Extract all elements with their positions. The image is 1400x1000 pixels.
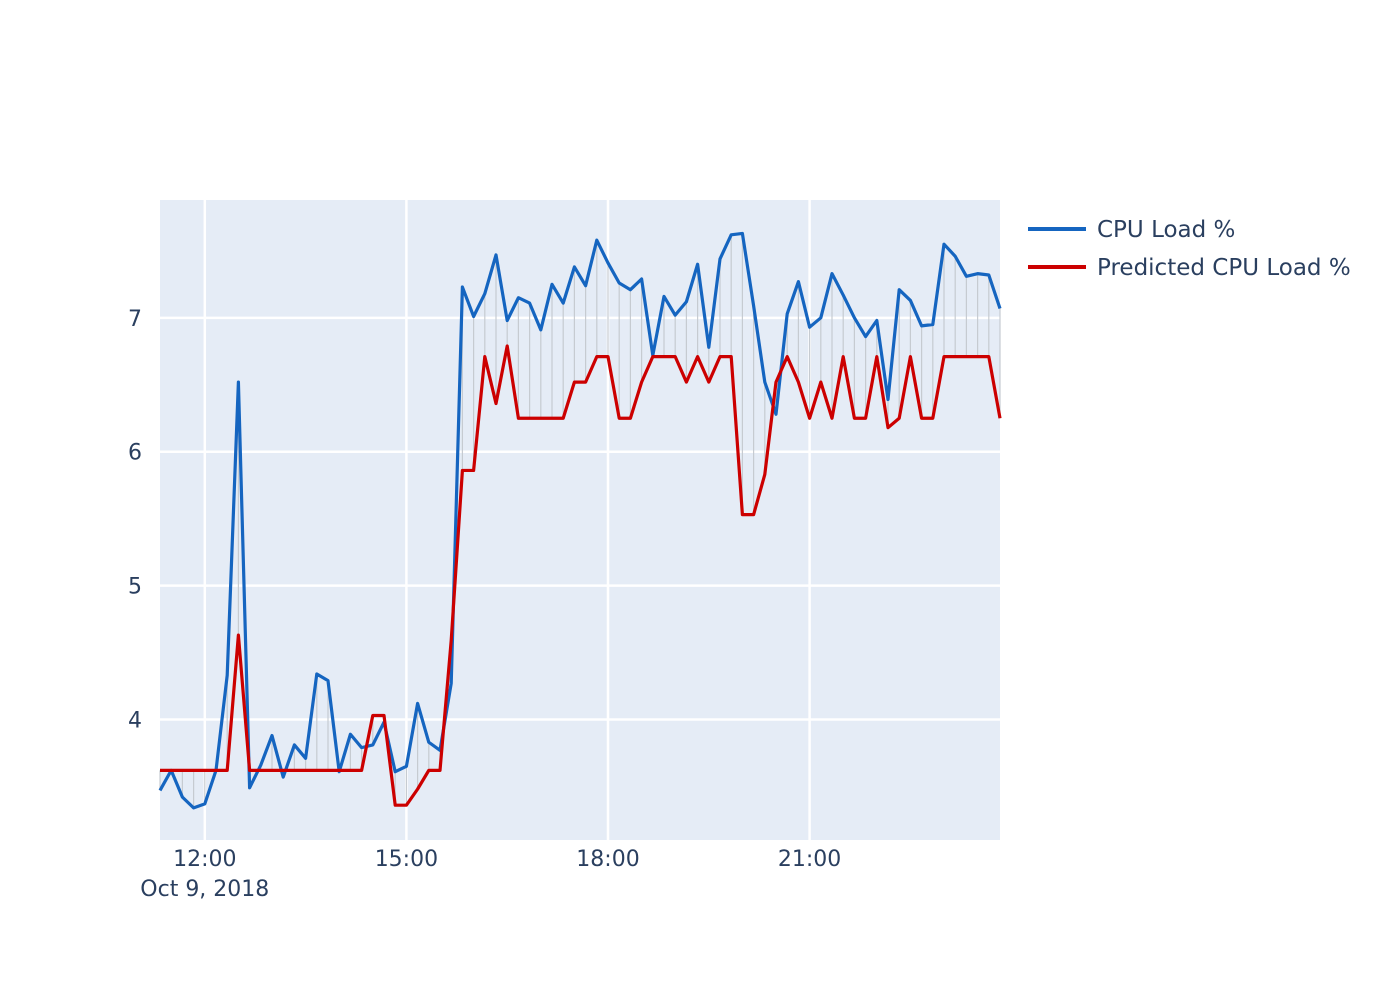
x-tick-label: 21:00 [778,847,841,872]
legend-label[interactable]: Predicted CPU Load % [1097,255,1351,281]
x-tick-label: 18:00 [576,847,639,872]
legend[interactable]: CPU Load % Predicted CPU Load % [1028,217,1351,281]
legend-label[interactable]: CPU Load % [1097,217,1235,243]
series-lines [158,231,1002,810]
x-tick-sublabel: Oct 9, 2018 [140,877,269,902]
y-tick-label: 5 [128,575,142,600]
x-tick-label: 12:00 [173,847,236,872]
y-tick-label: 7 [128,307,142,332]
y-tick-label: 6 [128,441,142,466]
x-tick-label: 15:00 [375,847,438,872]
series-line-0 [158,231,1002,810]
plot-background [160,200,1000,840]
y-tick-label: 4 [128,708,142,733]
series-line-1 [160,344,1002,807]
axis-labels: 4 5 6 7 12:00 Oct 9, 2018 15:00 18:00 21:00 [128,307,841,902]
series-connectors [159,233,1001,808]
